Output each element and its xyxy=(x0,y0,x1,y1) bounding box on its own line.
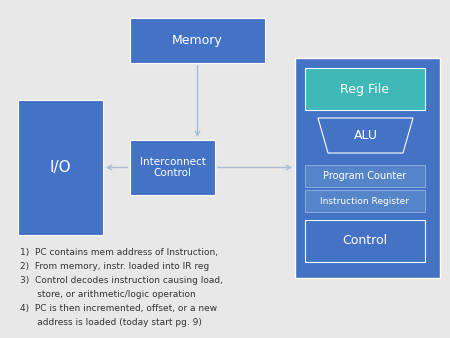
Text: 2)  From memory, instr. loaded into IR reg: 2) From memory, instr. loaded into IR re… xyxy=(20,262,209,271)
Bar xyxy=(305,68,425,110)
Text: Memory: Memory xyxy=(172,34,223,47)
Text: Program Counter: Program Counter xyxy=(324,171,407,181)
Text: 4)  PC is then incremented, offset, or a new: 4) PC is then incremented, offset, or a … xyxy=(20,304,217,313)
Text: I/O: I/O xyxy=(50,160,71,175)
Bar xyxy=(305,165,425,187)
Bar xyxy=(305,220,425,262)
Bar xyxy=(130,18,265,63)
Text: store, or arithmetic/logic operation: store, or arithmetic/logic operation xyxy=(20,290,196,299)
Text: ALU: ALU xyxy=(354,129,378,142)
Bar xyxy=(18,100,103,235)
Text: address is loaded (today start pg. 9): address is loaded (today start pg. 9) xyxy=(20,318,202,327)
Text: 3)  Control decodes instruction causing load,: 3) Control decodes instruction causing l… xyxy=(20,276,223,285)
Bar xyxy=(130,140,215,195)
Text: Interconnect
Control: Interconnect Control xyxy=(140,157,206,178)
Text: Reg File: Reg File xyxy=(341,82,390,96)
Polygon shape xyxy=(318,118,413,153)
Bar xyxy=(305,190,425,212)
Text: Instruction Register: Instruction Register xyxy=(320,196,410,206)
Text: 1)  PC contains mem address of Instruction,: 1) PC contains mem address of Instructio… xyxy=(20,248,218,257)
Text: Control: Control xyxy=(342,235,387,247)
Bar xyxy=(295,58,440,278)
